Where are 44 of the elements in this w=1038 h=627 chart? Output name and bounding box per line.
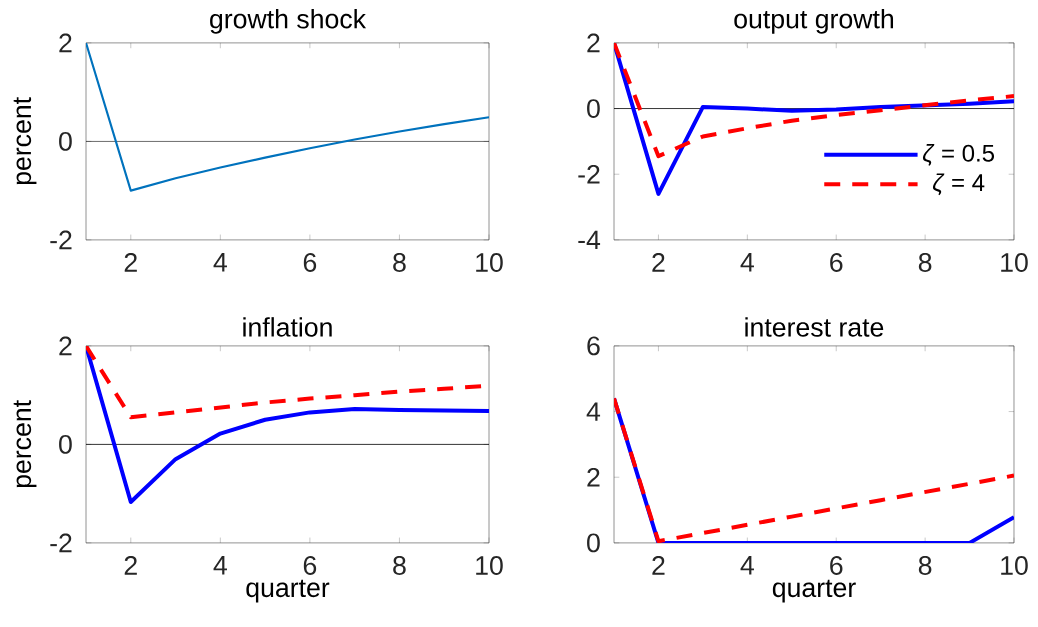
- x-tick-label: 8: [918, 253, 932, 272]
- y-tick-label: -4: [578, 230, 601, 250]
- x-tick-label: 2: [124, 253, 137, 272]
- x-tick-label: 2: [124, 556, 137, 575]
- x-tick-label: 2: [652, 253, 665, 272]
- legend-label: ζ = 4: [932, 173, 985, 196]
- x-axis-title: quarter: [246, 579, 330, 603]
- chart-title: interest rate: [745, 317, 884, 337]
- y-tick-label: -2: [50, 230, 72, 250]
- y-tick-label: 6: [587, 336, 600, 356]
- x-tick-label: 2: [652, 556, 665, 575]
- x-tick-label: 6: [303, 253, 317, 272]
- x-tick-label: 4: [740, 253, 754, 272]
- chart-title: growth shock: [210, 8, 367, 34]
- x-tick-label: 4: [213, 253, 227, 272]
- x-tick-label: 8: [918, 556, 932, 575]
- x-tick-label: 6: [830, 253, 843, 272]
- x-tick-label: 6: [830, 556, 843, 575]
- y-axis-title: percent: [13, 97, 37, 185]
- y-tick-label: 4: [586, 402, 601, 421]
- y-tick-label: 2: [59, 336, 72, 356]
- y-tick-label: -2: [578, 164, 600, 184]
- x-tick-label: 8: [393, 556, 406, 575]
- y-tick-label: -2: [50, 533, 72, 553]
- y-tick-label: 2: [587, 33, 600, 53]
- x-tick-label: 10: [476, 253, 503, 272]
- chart-title: inflation: [243, 317, 332, 337]
- x-tick-label: 10: [476, 556, 503, 575]
- legend-label: ζ = 0.5: [922, 144, 995, 166]
- y-tick-label: 2: [587, 467, 600, 487]
- x-axis-title: quarter: [772, 579, 856, 603]
- y-tick-label: 0: [59, 435, 72, 454]
- x-tick-label: 6: [303, 556, 317, 575]
- x-tick-label: 10: [1001, 556, 1028, 575]
- x-tick-label: 4: [740, 556, 754, 575]
- x-tick-label: 8: [393, 253, 406, 272]
- chart-title: output growth: [734, 8, 894, 34]
- y-axis-title: percent: [13, 400, 37, 488]
- y-tick-label: 0: [59, 132, 72, 151]
- x-tick-label: 4: [213, 556, 227, 575]
- x-tick-label: 10: [1001, 253, 1028, 272]
- y-tick-label: 2: [59, 33, 72, 53]
- y-tick-label: 0: [587, 99, 600, 119]
- y-tick-label: 0: [587, 533, 600, 553]
